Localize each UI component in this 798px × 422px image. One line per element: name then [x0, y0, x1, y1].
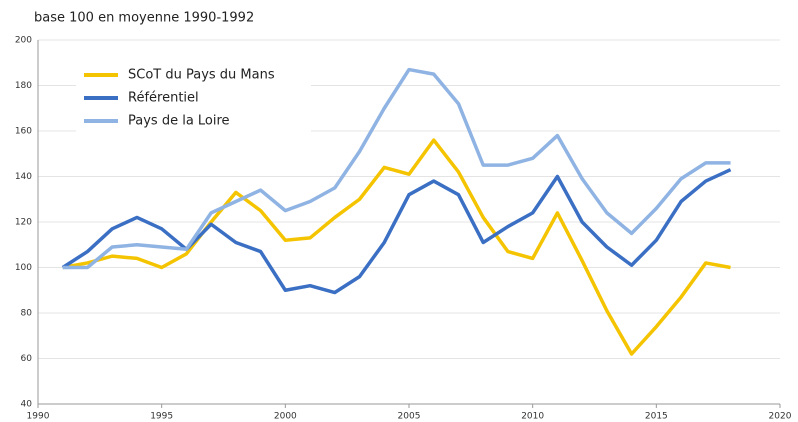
x-tick-label: 2010 — [521, 412, 544, 422]
line-series — [62, 138, 731, 356]
x-tick-label: 2005 — [398, 412, 421, 422]
legend-label: Référentiel — [128, 91, 199, 106]
y-tick-label: 120 — [15, 218, 32, 228]
x-tick-label: 2000 — [274, 412, 297, 422]
y-tick-label: 180 — [15, 81, 32, 91]
line-series — [61, 168, 732, 295]
y-tick-label: 140 — [15, 172, 32, 182]
y-tick-label: 60 — [21, 354, 33, 364]
line-series — [62, 67, 731, 270]
y-tick-label: 200 — [15, 36, 32, 46]
legend-label: Pays de la Loire — [128, 114, 230, 129]
y-tick-label: 160 — [15, 127, 32, 137]
legend-label: SCoT du Pays du Mans — [128, 68, 275, 83]
x-tick-label: 2020 — [769, 412, 792, 422]
y-tick-label: 100 — [15, 263, 32, 273]
y-tick-label: 40 — [21, 400, 33, 410]
x-tick-label: 1990 — [27, 412, 50, 422]
chart-title: base 100 en moyenne 1990-1992 — [34, 11, 254, 26]
x-tick-label: 2015 — [645, 412, 668, 422]
x-tick-label: 1995 — [150, 412, 173, 422]
y-tick-label: 80 — [21, 309, 33, 319]
